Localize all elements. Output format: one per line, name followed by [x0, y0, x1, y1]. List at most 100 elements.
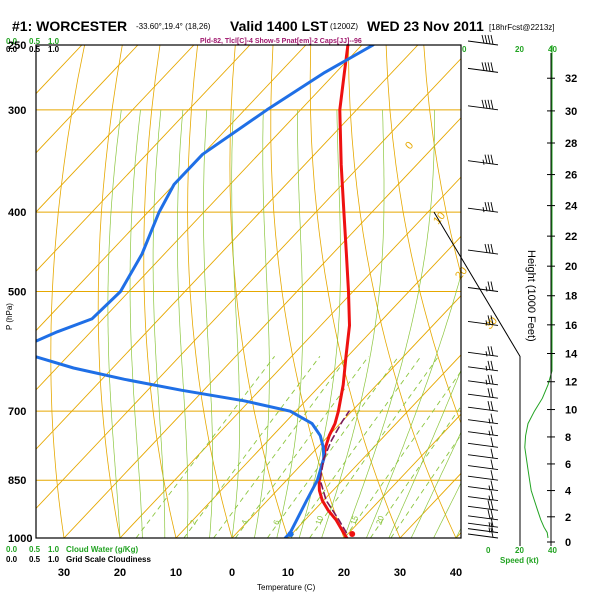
temperature-tick-label: 10 [282, 567, 294, 579]
bottom-green-2: 1.0 [48, 545, 60, 554]
temperature-tick-label: 30 [394, 567, 406, 579]
moist-adiabat-line [177, 109, 189, 538]
parcel-line [319, 410, 350, 534]
wind-barb [467, 437, 499, 448]
x-axis-label: Temperature (C) [257, 583, 316, 592]
wind-barb [467, 388, 499, 399]
wind-speed-profile-line [524, 45, 553, 539]
temperature-line [317, 45, 351, 538]
height-tick-label: 24 [565, 201, 578, 213]
pressure-tick-label: 300 [8, 105, 26, 117]
y-axis-label: P (hPa) [5, 303, 14, 330]
wind-barb [467, 374, 499, 386]
wind-barb [467, 360, 499, 372]
mixing-ratio-line [290, 356, 422, 538]
mixing-ratio-line [183, 356, 321, 538]
height-tick-label: 4 [565, 486, 572, 498]
height-tick-label: 16 [565, 320, 577, 332]
forecast-run: [18hrFcst@2213z] [489, 23, 554, 32]
pressure-tick-label: 700 [8, 406, 26, 418]
isotherm-line [36, 45, 251, 272]
wind-barb [467, 62, 499, 73]
bottom-black-0: 0.0 [6, 555, 18, 564]
wind-barb [467, 281, 499, 292]
wind-barb [467, 346, 499, 357]
height-tick-label: 8 [565, 432, 571, 444]
height-tick-label: 26 [565, 170, 577, 182]
top-black-1: 0.5 [29, 45, 41, 54]
dry-adiabat-line [348, 45, 457, 538]
wind-barb [467, 470, 499, 481]
bottom-green-0: 0.0 [6, 545, 18, 554]
height-tick-label: 0 [565, 537, 571, 549]
moist-adiabat-line [321, 109, 385, 538]
temperature-tick-label: 20 [114, 567, 126, 579]
valid-time: Valid 1400 LST [230, 18, 328, 34]
mixing-ratio-label: 15 [349, 514, 361, 526]
moist-adiabat-line [107, 109, 122, 538]
moist-adiabat-line [203, 109, 214, 538]
sounding-series [36, 45, 375, 538]
wind-scale-bottom-2: 40 [548, 546, 557, 555]
pressure-tick-label: 1000 [8, 533, 32, 545]
isotherm-line [287, 354, 461, 538]
wind-barb [467, 401, 499, 412]
temperature-tick-label: 0 [229, 567, 235, 579]
moist-adiabat-line [254, 109, 270, 538]
dry-adiabat-label: 20 [453, 265, 470, 282]
top-black-2: 1.0 [48, 45, 60, 54]
wind-barb [467, 527, 499, 539]
mixing-ratio-label: 10 [314, 514, 326, 526]
frame-edge-line [433, 211, 521, 546]
pressure-tick-label: 850 [8, 475, 26, 487]
isotherm-line [36, 45, 139, 154]
pressure-tick-label: 250 [8, 40, 26, 52]
dry-adiabat-label: 0 [403, 140, 416, 152]
wind-scale-top-1: 20 [515, 45, 524, 54]
temperature-tick-label: 10 [170, 567, 182, 579]
wind-barb [467, 413, 499, 425]
dry-adiabat-line [270, 45, 345, 538]
wind-barb [467, 99, 499, 111]
moist-adiabat-line [433, 482, 461, 538]
height-tick-label: 12 [565, 377, 577, 389]
wind-barb [467, 459, 499, 471]
mixing-ratio-line [213, 356, 349, 538]
moist-adiabat-line [343, 109, 435, 538]
mixing-ratio-line [309, 356, 439, 538]
bottom-black-1: 0.5 [29, 555, 41, 564]
station-coords: -33.60°,19.4° (18,26) [136, 22, 211, 31]
wind-barb [467, 425, 499, 437]
wind-barb [467, 34, 499, 46]
height-tick-label: 30 [565, 106, 577, 118]
utc-time: (1200Z) [330, 22, 358, 31]
bottom-green-1: 0.5 [29, 545, 41, 554]
pressure-tick-label: 400 [8, 207, 26, 219]
height-tick-label: 10 [565, 405, 577, 417]
cloudiness-label: Grid Scale Cloudiness [66, 555, 151, 564]
dry-adiabat-line [50, 45, 85, 538]
dry-adiabat-line [575, 45, 600, 538]
top-green-1: 0.5 [29, 37, 41, 46]
height-tick-label: 6 [565, 459, 571, 471]
dry-adiabat-line [385, 45, 461, 425]
height-tick-label: 28 [565, 138, 577, 150]
top-green-2: 1.0 [48, 37, 60, 46]
wind-barb [467, 480, 499, 491]
speed-label: Speed (kt) [500, 556, 539, 565]
plot-frame [35, 44, 462, 539]
wind-barbs [433, 34, 553, 546]
wind-barb [467, 243, 499, 255]
dewpoint-line [36, 45, 375, 538]
height-tick-label: 20 [565, 261, 577, 273]
wind-barb [467, 509, 499, 521]
wind-barb [467, 517, 499, 528]
wind-barb [467, 202, 499, 213]
pressure-tick-label: 500 [8, 287, 26, 299]
mixing-ratio-label: 6 [272, 518, 282, 526]
wind-scale-top-2: 40 [548, 45, 557, 54]
mixing-ratio-line [370, 405, 461, 538]
moist-adiabat-line [276, 109, 304, 538]
mixing-ratio-label: 20 [374, 514, 386, 526]
